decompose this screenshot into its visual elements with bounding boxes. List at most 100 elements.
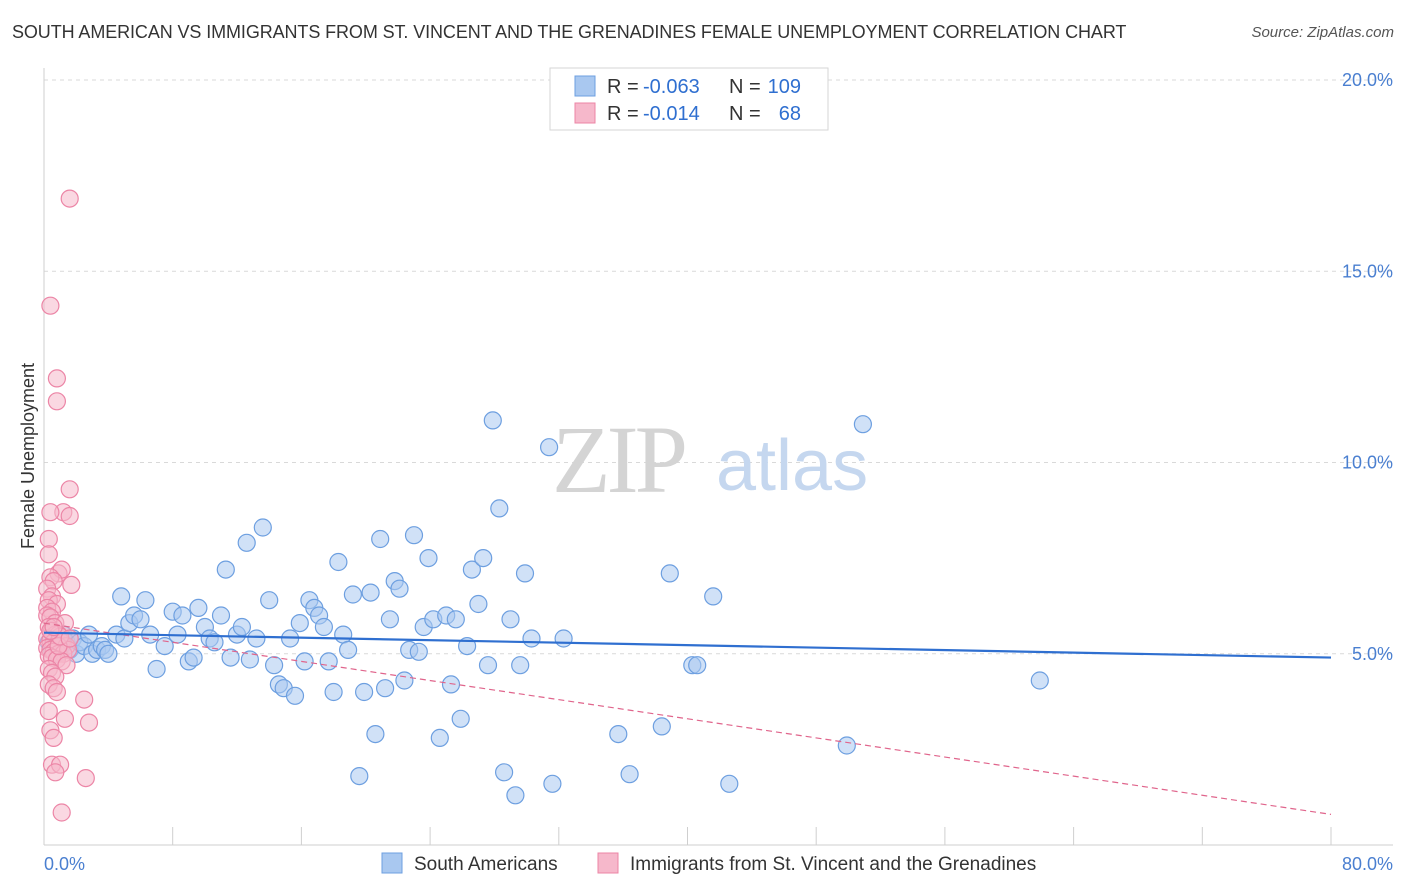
bottom-legend-label: South Americans (414, 854, 558, 875)
svg-immigrant-point (79, 713, 99, 732)
watermark-atlas: atlas (716, 426, 868, 506)
svg-immigrant-point (60, 506, 79, 526)
south-american-point (660, 564, 679, 583)
south-american-point (136, 591, 155, 610)
y-tick-label: 5.0% (1352, 644, 1393, 664)
south-american-point (543, 774, 562, 793)
svg-immigrant-point (46, 763, 65, 782)
south-american-point (474, 548, 493, 568)
south-american-point (390, 579, 409, 598)
south-american-point (652, 717, 671, 736)
south-american-point (211, 606, 231, 625)
south-american-point (609, 724, 628, 744)
svg-immigrant-point (47, 392, 67, 411)
axes (43, 68, 1393, 846)
south-american-point (216, 560, 235, 579)
south-american-point (511, 656, 530, 675)
south-american-point (189, 598, 208, 618)
south-american-point (720, 774, 739, 793)
south-american-point (319, 652, 338, 671)
south-american-point (380, 610, 399, 629)
x-tick-label: 0.0% (44, 854, 85, 874)
bottom-legend-swatch-pink (597, 852, 619, 874)
svg-immigrant-point (55, 709, 75, 728)
south-american-point (446, 610, 465, 629)
scatter-points (38, 189, 1049, 822)
south-american-point (147, 659, 166, 679)
legend-n-label: N = (729, 103, 761, 125)
south-american-point (350, 766, 369, 786)
bottom-legend: South Americans Immigrants from St. Vinc… (381, 852, 1036, 875)
south-american-point (490, 499, 509, 518)
south-american-point (173, 606, 192, 625)
south-american-point (409, 642, 428, 661)
svg-immigrant-point (47, 682, 67, 702)
south-american-point (361, 583, 380, 602)
svg-immigrant-point (39, 545, 58, 564)
south-american-point (99, 644, 118, 663)
svg-immigrant-point (41, 296, 60, 315)
trend-lines (43, 622, 1332, 815)
south-american-point (478, 656, 498, 675)
south-american-point (501, 610, 520, 629)
x-tick-label: 80.0% (1342, 854, 1393, 874)
south-american-point (688, 656, 707, 675)
south-american-point (376, 679, 395, 698)
svg-immigrant-point (52, 803, 71, 822)
south-american-point (260, 591, 279, 610)
grid-lines (44, 79, 1393, 655)
watermark-zip: ZIP (552, 406, 685, 513)
south-american-point (253, 518, 272, 537)
south-american-point (395, 671, 414, 690)
south-american-point (853, 415, 873, 434)
south-american-point (419, 548, 438, 568)
south-american-point (704, 587, 723, 606)
chart-source: Source: ZipAtlas.com (1251, 24, 1394, 41)
svg-immigrant-point (41, 503, 60, 522)
legend-r-label: R = (607, 76, 639, 98)
south-american-point (240, 650, 259, 669)
south-american-point (339, 640, 358, 660)
south-american-point (506, 786, 525, 805)
trend-line-immigrants (43, 622, 1332, 815)
south-american-point (495, 763, 514, 782)
trend-line-south-americans (43, 631, 1332, 659)
south-american-point (366, 724, 385, 744)
south-american-point (324, 682, 343, 702)
bottom-legend-label: Immigrants from St. Vincent and the Gren… (630, 854, 1036, 875)
svg-immigrant-point (60, 189, 79, 208)
svg-immigrant-point (39, 701, 58, 721)
svg-immigrant-point (75, 690, 94, 709)
svg-immigrant-point (57, 656, 76, 675)
south-american-point (483, 411, 502, 430)
bottom-legend-swatch-blue (381, 852, 403, 874)
legend-r-value: -0.014 (643, 103, 700, 125)
y-tick-label: 20.0% (1342, 70, 1393, 90)
south-american-point (554, 629, 573, 648)
south-american-point (620, 765, 639, 784)
svg-immigrant-point (44, 728, 63, 748)
south-american-point (343, 585, 362, 604)
legend-r-value: -0.063 (643, 76, 700, 98)
legend-r-label: R = (607, 103, 639, 125)
south-american-point (539, 438, 559, 457)
svg-immigrant-point (44, 617, 63, 637)
legend-swatch-pink (574, 102, 596, 124)
south-american-point (247, 629, 266, 648)
south-american-point (155, 636, 174, 656)
south-american-point (1030, 671, 1049, 690)
svg-immigrant-point (47, 369, 67, 388)
south-american-point (355, 682, 374, 702)
y-tick-label: 10.0% (1342, 453, 1393, 473)
y-tick-label: 15.0% (1342, 261, 1393, 281)
south-american-point (184, 648, 203, 667)
south-american-point (314, 617, 333, 637)
legend: R = -0.063 N = 109 R = -0.014 N = 68 (549, 67, 829, 131)
legend-n-value: 109 (768, 76, 801, 98)
south-american-point (232, 617, 251, 637)
south-american-point (334, 625, 353, 644)
south-american-point (290, 613, 309, 633)
south-american-point (285, 686, 305, 705)
svg-immigrant-point (60, 480, 79, 499)
south-american-point (115, 629, 134, 648)
